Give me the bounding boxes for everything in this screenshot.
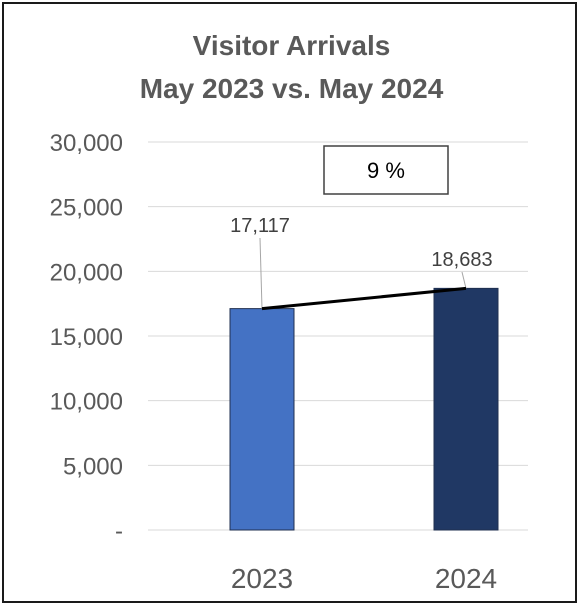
y-tick-label: 10,000 bbox=[50, 389, 123, 416]
y-tick-label: 20,000 bbox=[50, 259, 123, 286]
x-tick-label: 2024 bbox=[435, 563, 497, 594]
bar-2024 bbox=[433, 287, 499, 531]
chart-title: Visitor Arrivals bbox=[192, 30, 391, 61]
bar-2023 bbox=[229, 308, 295, 531]
data-label: 18,683 bbox=[431, 249, 492, 271]
data-label-leader bbox=[461, 271, 467, 289]
chart-subtitle: May 2023 vs. May 2024 bbox=[139, 73, 444, 104]
annotation-text: 9 % bbox=[367, 158, 405, 183]
y-tick-label: - bbox=[115, 518, 123, 545]
y-tick-label: 25,000 bbox=[50, 195, 123, 222]
y-tick-label: 30,000 bbox=[50, 130, 123, 157]
annotation-box bbox=[323, 145, 449, 195]
x-tick-label: 2023 bbox=[231, 563, 293, 594]
trend-line bbox=[261, 286, 467, 311]
y-tick-label: 5,000 bbox=[63, 453, 123, 480]
y-tick-label: 15,000 bbox=[50, 324, 123, 351]
data-label: 17,117 bbox=[230, 215, 290, 237]
data-label-leader bbox=[259, 237, 263, 309]
